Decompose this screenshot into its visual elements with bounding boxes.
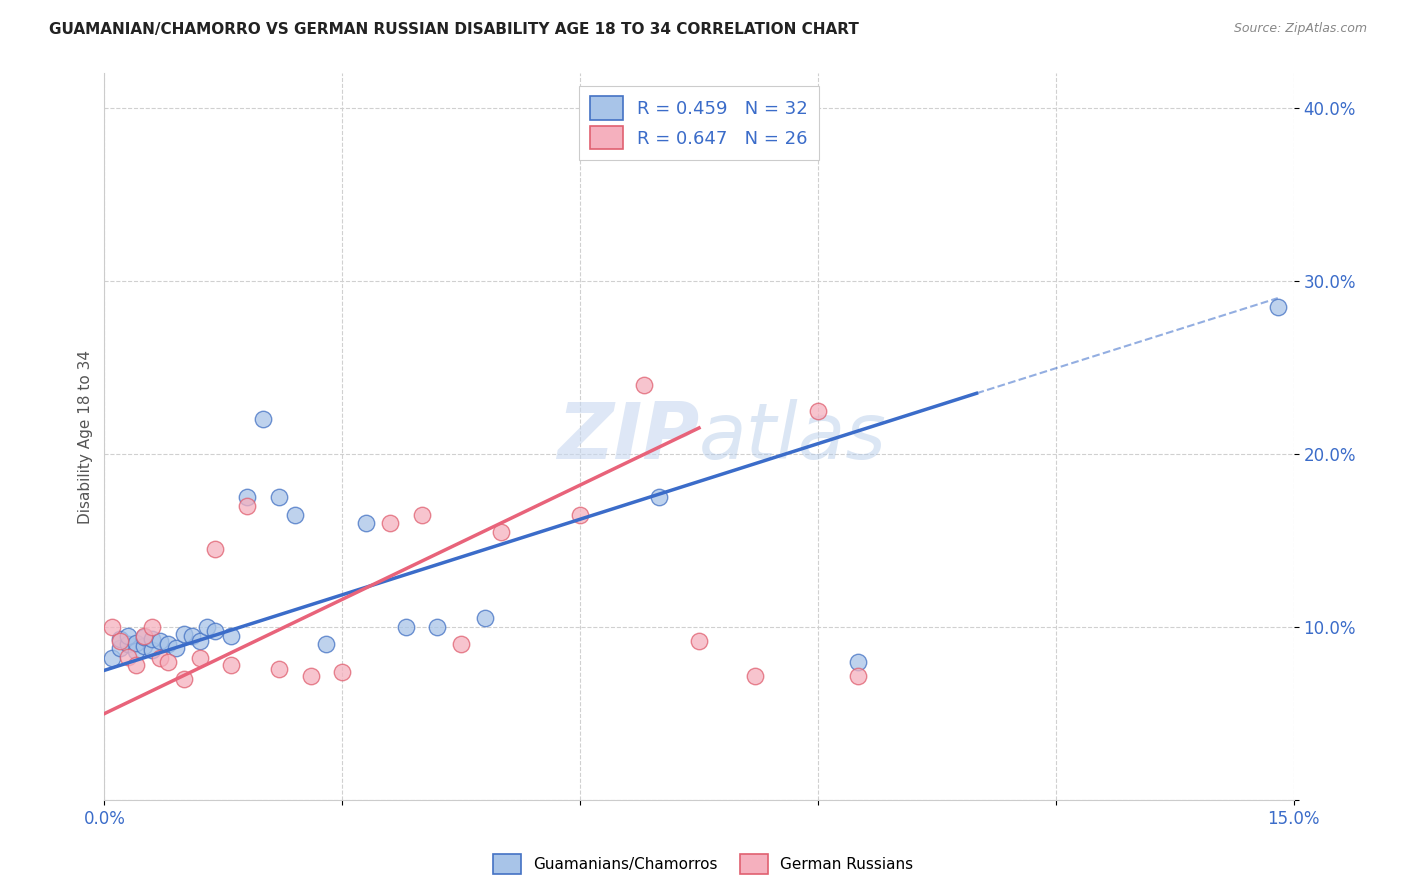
Point bbox=[395, 620, 418, 634]
Point bbox=[117, 649, 139, 664]
Point bbox=[569, 508, 592, 522]
Point bbox=[846, 655, 869, 669]
Point bbox=[204, 624, 226, 638]
Point bbox=[489, 524, 512, 539]
Point bbox=[236, 499, 259, 513]
Point bbox=[125, 658, 148, 673]
Point bbox=[173, 627, 195, 641]
Point bbox=[188, 651, 211, 665]
Text: atlas: atlas bbox=[699, 399, 887, 475]
Point bbox=[149, 651, 172, 665]
Point bbox=[110, 640, 132, 655]
Point bbox=[284, 508, 307, 522]
Point bbox=[132, 631, 155, 645]
Legend: R = 0.459   N = 32, R = 0.647   N = 26: R = 0.459 N = 32, R = 0.647 N = 26 bbox=[579, 86, 818, 160]
Text: Source: ZipAtlas.com: Source: ZipAtlas.com bbox=[1233, 22, 1367, 36]
Y-axis label: Disability Age 18 to 34: Disability Age 18 to 34 bbox=[79, 350, 93, 524]
Point bbox=[236, 490, 259, 504]
Point bbox=[117, 637, 139, 651]
Point bbox=[1267, 300, 1289, 314]
Point bbox=[299, 668, 322, 682]
Point bbox=[188, 634, 211, 648]
Point bbox=[354, 516, 377, 531]
Point bbox=[156, 655, 179, 669]
Point bbox=[411, 508, 433, 522]
Point bbox=[132, 639, 155, 653]
Point bbox=[688, 634, 710, 648]
Point bbox=[125, 635, 148, 649]
Point bbox=[219, 658, 242, 673]
Point bbox=[141, 620, 163, 634]
Point bbox=[141, 642, 163, 657]
Point bbox=[378, 516, 401, 531]
Point bbox=[110, 634, 132, 648]
Point bbox=[165, 640, 187, 655]
Point bbox=[267, 662, 290, 676]
Point bbox=[219, 629, 242, 643]
Point bbox=[197, 620, 219, 634]
Point bbox=[633, 377, 655, 392]
Text: GUAMANIAN/CHAMORRO VS GERMAN RUSSIAN DISABILITY AGE 18 TO 34 CORRELATION CHART: GUAMANIAN/CHAMORRO VS GERMAN RUSSIAN DIS… bbox=[49, 22, 859, 37]
Point bbox=[330, 665, 353, 679]
Point bbox=[648, 490, 671, 504]
Point bbox=[450, 637, 472, 651]
Point bbox=[132, 629, 155, 643]
Point bbox=[149, 634, 172, 648]
Point bbox=[267, 490, 290, 504]
Point bbox=[204, 542, 226, 557]
Point bbox=[141, 632, 163, 647]
Point bbox=[173, 672, 195, 686]
Point bbox=[101, 651, 124, 665]
Legend: Guamanians/Chamorros, German Russians: Guamanians/Chamorros, German Russians bbox=[486, 848, 920, 880]
Point bbox=[474, 611, 496, 625]
Point bbox=[156, 637, 179, 651]
Point bbox=[744, 668, 766, 682]
Point bbox=[252, 412, 274, 426]
Point bbox=[426, 620, 449, 634]
Point bbox=[101, 620, 124, 634]
Text: ZIP: ZIP bbox=[557, 399, 699, 475]
Point bbox=[846, 668, 869, 682]
Point bbox=[125, 644, 148, 658]
Point bbox=[117, 629, 139, 643]
Point bbox=[807, 403, 830, 417]
Point bbox=[110, 632, 132, 647]
Point bbox=[180, 629, 202, 643]
Point bbox=[315, 637, 337, 651]
